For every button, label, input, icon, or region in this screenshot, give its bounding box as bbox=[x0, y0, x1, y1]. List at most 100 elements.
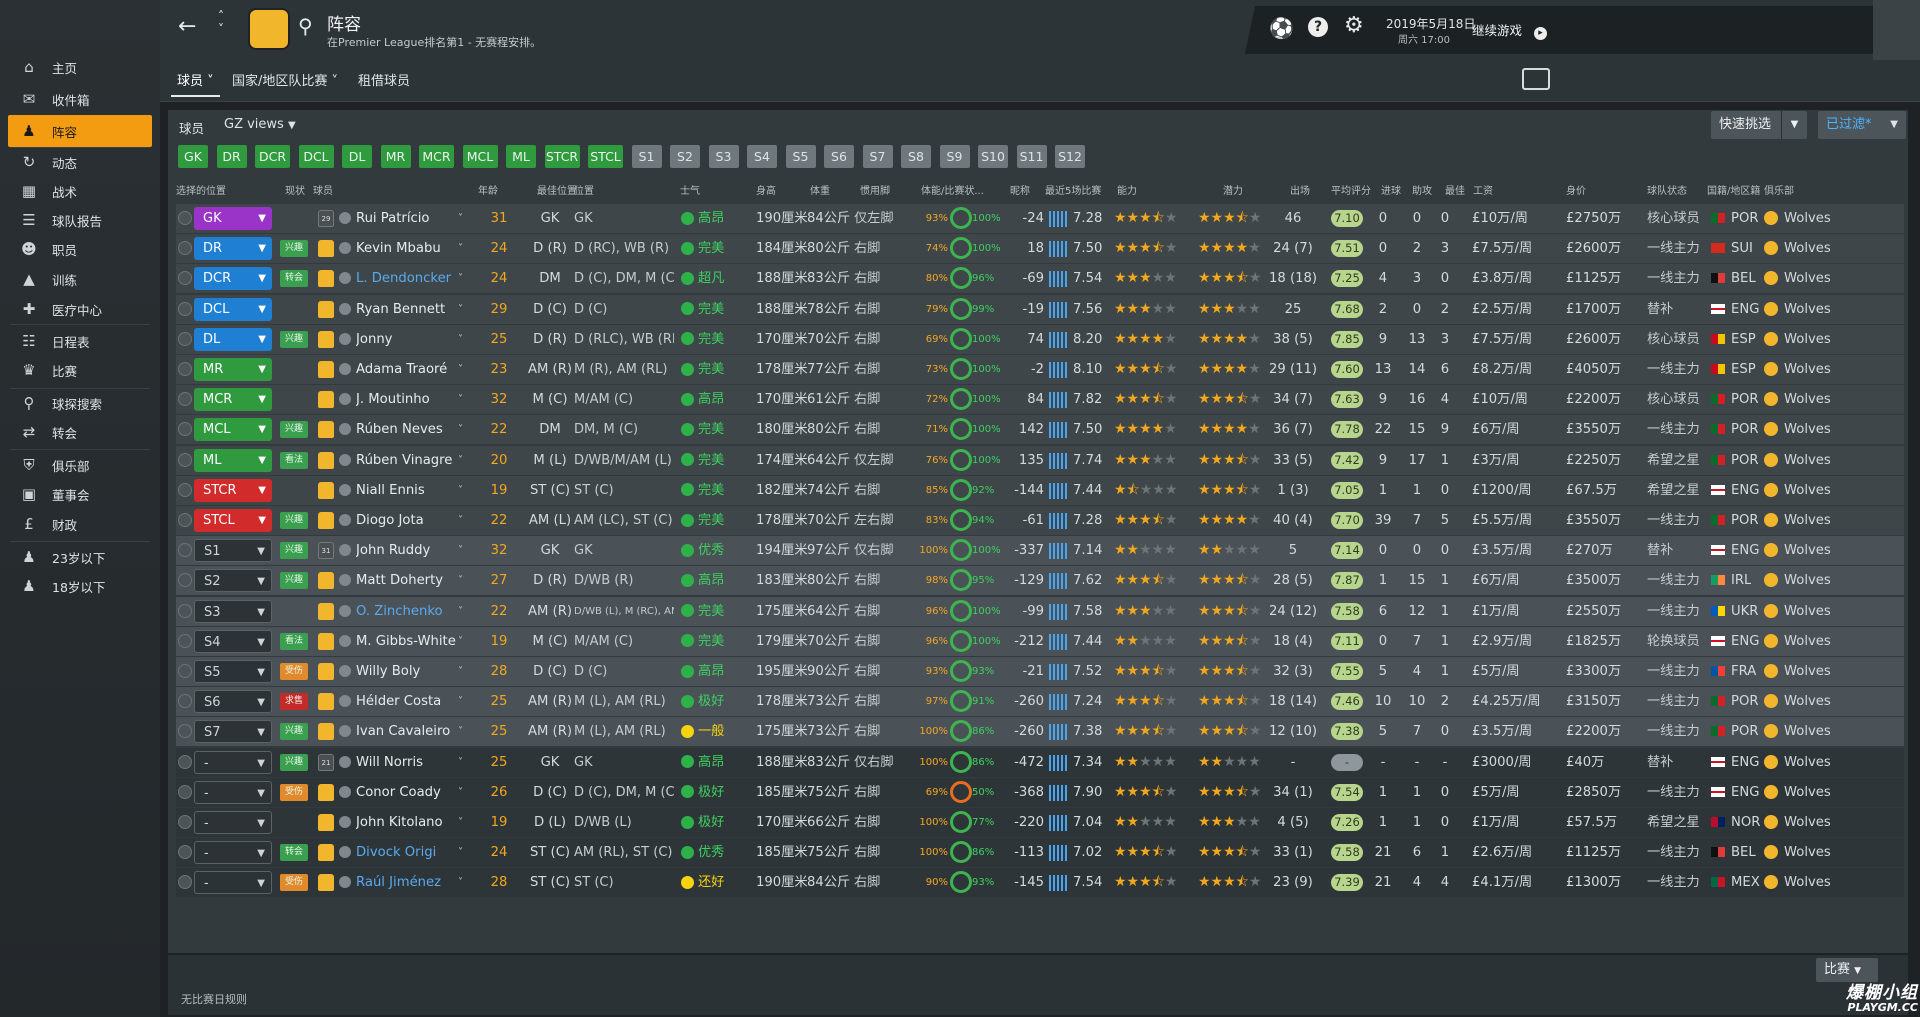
position-chip-stcl[interactable]: STCL bbox=[588, 145, 623, 168]
chevron-down-icon[interactable]: ˅ bbox=[458, 756, 463, 768]
select-checkbox[interactable] bbox=[178, 845, 192, 860]
table-row[interactable]: MR ▼ Adama Traoré ˅ 23 AM (R) M (R), AM (RL) 完美… bbox=[176, 355, 1904, 384]
player-name[interactable]: Hélder Costa bbox=[356, 694, 442, 710]
sidebar-item-12[interactable]: ⇄ 转会 bbox=[8, 416, 152, 448]
status-badge[interactable]: 兴趣 bbox=[280, 542, 308, 560]
column-header[interactable]: 惯用脚 bbox=[860, 186, 890, 197]
column-header[interactable]: 工资 bbox=[1473, 186, 1493, 197]
table-row[interactable]: - ▼ John Kitolano ˅ 19 D (L) D/WB (L) 极好 170厘米 66… bbox=[176, 808, 1904, 837]
player-name[interactable]: Willy Boly bbox=[356, 664, 421, 679]
back-arrow-icon[interactable]: ← bbox=[178, 14, 197, 39]
info-icon[interactable] bbox=[339, 816, 351, 828]
select-checkbox[interactable] bbox=[178, 331, 192, 346]
table-row[interactable]: DL ▼ 兴趣 Jonny ˅ 25 D (R) D (RLC), WB (RL) 完美 170厘… bbox=[176, 324, 1904, 354]
column-header[interactable]: 球队状态 bbox=[1647, 186, 1687, 197]
select-checkbox[interactable] bbox=[178, 784, 192, 799]
info-icon[interactable] bbox=[339, 272, 351, 285]
status-badge[interactable]: 兴趣 bbox=[280, 240, 308, 258]
select-checkbox[interactable] bbox=[178, 694, 192, 709]
table-row[interactable]: - ▼ 兴趣 21 Will Norris ˅ 25 GK GK 高昂 188厘米 83公斤 仅右脚 10… bbox=[176, 747, 1904, 777]
sidebar-item-16[interactable]: ♟ 23岁以下 bbox=[8, 541, 152, 573]
position-chip-ml[interactable]: ML bbox=[506, 145, 536, 168]
info-icon[interactable] bbox=[339, 363, 351, 375]
sidebar-item-5[interactable]: ☰ 球队报告 bbox=[8, 204, 152, 236]
status-badge[interactable]: 兴趣 bbox=[280, 753, 308, 771]
position-select[interactable]: MCR ▼ bbox=[194, 388, 272, 412]
select-checkbox[interactable] bbox=[178, 362, 192, 376]
sidebar-item-2[interactable]: ♟ 阵容 bbox=[8, 115, 152, 147]
player-name[interactable]: Kevin Mbabu bbox=[356, 241, 441, 257]
info-icon[interactable] bbox=[339, 695, 351, 708]
search-icon[interactable]: ⚲ bbox=[298, 14, 313, 38]
table-row[interactable]: ML ▼ 看法 Rúben Vinagre ˅ 20 M (L) D/WB/M/AM (L) 完… bbox=[176, 445, 1904, 475]
view-select[interactable]: GZ views ▼ bbox=[224, 117, 296, 132]
chevron-down-icon[interactable]: ˅ bbox=[458, 454, 463, 466]
position-select[interactable]: DCL ▼ bbox=[194, 297, 272, 321]
table-row[interactable]: MCL ▼ 兴趣 Rúben Neves ˅ 22 DM DM, M (C) 完美 180厘米 80… bbox=[176, 415, 1904, 445]
sidebar-item-6[interactable]: ☻ 职员 bbox=[8, 233, 152, 265]
position-select[interactable]: DR ▼ bbox=[194, 237, 272, 261]
chevron-down-icon[interactable]: ˅ bbox=[458, 424, 463, 436]
position-chip-mcl[interactable]: MCL bbox=[462, 145, 498, 168]
table-row[interactable]: DR ▼ 兴趣 Kevin Mbabu ˅ 24 D (R) D (RC), WB (R) 完美… bbox=[176, 234, 1904, 264]
tab-loans[interactable]: 租借球员 bbox=[358, 74, 411, 89]
select-checkbox[interactable] bbox=[178, 664, 192, 678]
position-select[interactable]: S6 ▼ bbox=[194, 690, 272, 714]
sidebar-item-1[interactable]: ✉ 收件箱 bbox=[8, 83, 152, 115]
select-checkbox[interactable] bbox=[178, 603, 192, 618]
player-name[interactable]: Conor Coady bbox=[356, 784, 441, 800]
sidebar-item-8[interactable]: ✚ 医疗中心 bbox=[8, 293, 152, 325]
select-checkbox[interactable] bbox=[178, 875, 192, 890]
position-chip-mr[interactable]: MR bbox=[380, 145, 411, 168]
sidebar-item-0[interactable]: ⌂ 主页 bbox=[8, 51, 152, 83]
select-checkbox[interactable] bbox=[178, 422, 192, 437]
column-header[interactable]: 能力 bbox=[1117, 186, 1137, 197]
player-name[interactable]: John Ruddy bbox=[356, 543, 431, 559]
table-row[interactable]: STCL ▼ 兴趣 Diogo Jota ˅ 22 AM (L) AM (LC), ST (C… bbox=[176, 506, 1904, 535]
info-icon[interactable] bbox=[339, 483, 351, 496]
sidebar-item-10[interactable]: ♛ 比赛 bbox=[8, 354, 152, 386]
chevron-down-icon[interactable]: ˅ bbox=[458, 696, 463, 708]
select-checkbox[interactable] bbox=[178, 482, 192, 497]
status-badge[interactable]: 兴趣 bbox=[280, 421, 308, 439]
info-icon[interactable] bbox=[339, 634, 351, 647]
position-chip-gk[interactable]: GK bbox=[178, 145, 208, 168]
status-badge[interactable]: 兴趣 bbox=[280, 512, 308, 529]
player-name[interactable]: Rui Patrício bbox=[356, 211, 430, 226]
info-icon[interactable] bbox=[339, 514, 351, 526]
table-row[interactable]: GK ▼ 29 Rui Patrício ˅ 31 GK GK 高昂 190厘米 84公斤 仅左脚 93… bbox=[176, 204, 1904, 233]
column-header[interactable]: 国籍/地区籍 bbox=[1707, 186, 1761, 197]
up-down-icon[interactable]: ˄ ˅ bbox=[218, 9, 224, 36]
info-icon[interactable] bbox=[339, 876, 351, 889]
info-icon[interactable] bbox=[339, 332, 351, 345]
player-name[interactable]: John Kitolano bbox=[356, 815, 443, 830]
position-select[interactable]: S2 ▼ bbox=[194, 569, 272, 593]
position-select[interactable]: MR ▼ bbox=[194, 358, 272, 381]
column-header[interactable]: 进球 bbox=[1381, 186, 1401, 197]
player-name[interactable]: L. Dendoncker bbox=[356, 271, 452, 287]
info-icon[interactable] bbox=[339, 544, 351, 557]
player-name[interactable]: Ryan Bennett bbox=[356, 301, 446, 317]
position-chip-s12[interactable]: S12 bbox=[1055, 145, 1085, 168]
chevron-down-icon[interactable]: ˅ bbox=[458, 786, 463, 798]
info-icon[interactable] bbox=[339, 755, 351, 768]
chevron-down-icon[interactable]: ˅ bbox=[458, 484, 463, 496]
chevron-down-icon[interactable]: ˅ bbox=[458, 666, 463, 677]
column-header[interactable]: 身高 bbox=[756, 186, 776, 197]
position-select[interactable]: S3 ▼ bbox=[194, 599, 272, 623]
position-select[interactable]: S1 ▼ bbox=[194, 539, 272, 563]
select-checkbox[interactable] bbox=[178, 513, 192, 527]
position-select[interactable]: - ▼ bbox=[194, 780, 272, 804]
table-row[interactable]: MCR ▼ J. Moutinho ˅ 32 M (C) M/AM (C) 高昂 170厘米 61… bbox=[176, 385, 1904, 415]
player-name[interactable]: Diogo Jota bbox=[356, 513, 424, 528]
status-badge[interactable]: 受伤 bbox=[280, 874, 308, 892]
player-name[interactable]: J. Moutinho bbox=[356, 392, 430, 408]
info-icon[interactable] bbox=[339, 725, 351, 738]
table-row[interactable]: S6 ▼ 求售 Hélder Costa ˅ 25 AM (R) M (L), AM (RL)… bbox=[176, 687, 1904, 717]
table-row[interactable]: S2 ▼ 兴趣 Matt Doherty ˅ 27 D (R) D/WB (R) 高昂 183厘米… bbox=[176, 566, 1904, 596]
position-select[interactable]: S4 ▼ bbox=[194, 629, 272, 653]
position-chip-dr[interactable]: DR bbox=[216, 145, 247, 168]
column-header[interactable]: 助攻 bbox=[1412, 186, 1432, 197]
continue-button[interactable]: 继续游戏 ▸ bbox=[1472, 20, 1547, 40]
column-header[interactable]: 士气 bbox=[680, 186, 700, 197]
